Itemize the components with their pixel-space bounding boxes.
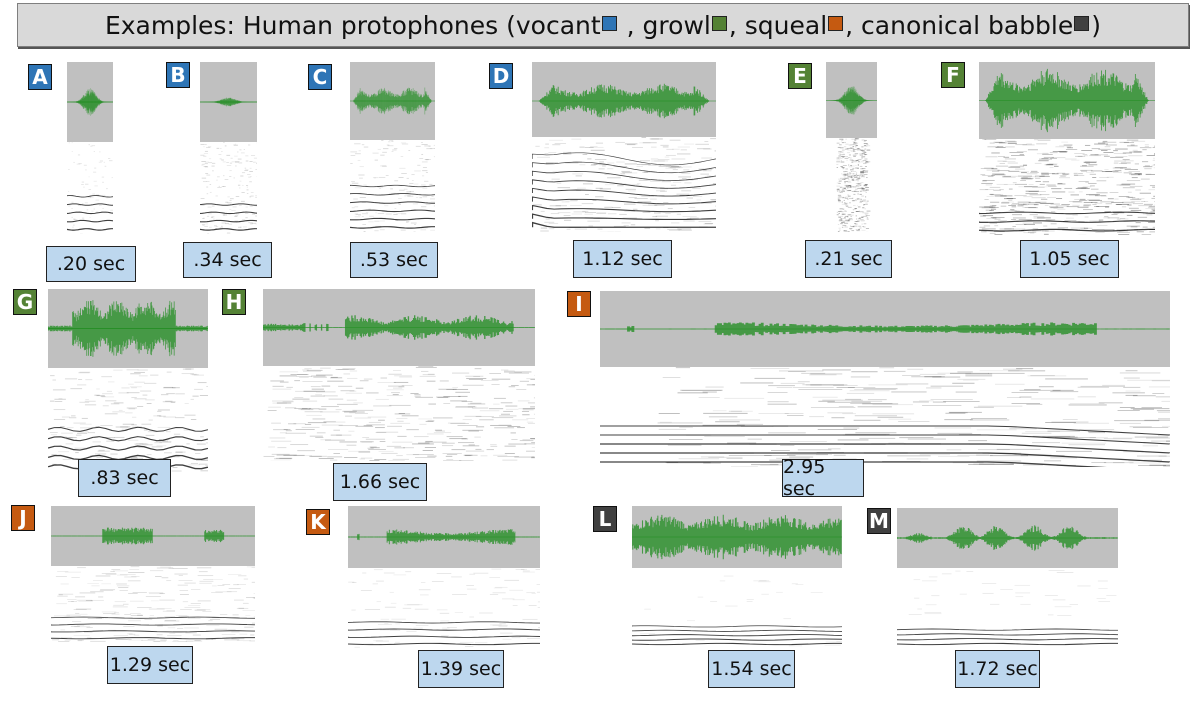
legend-sep: , <box>845 10 862 40</box>
legend-canonical-babble-label: canonical babble <box>861 10 1074 40</box>
spectrogram <box>200 142 257 234</box>
spectrogram <box>826 138 877 232</box>
legend-squeal-swatch <box>828 15 844 31</box>
duration-label: 1.29 sec <box>107 646 193 684</box>
panel-label: I <box>567 291 591 317</box>
waveform <box>979 62 1155 139</box>
spectrogram <box>632 568 842 648</box>
waveform <box>600 291 1170 367</box>
panel-label: E <box>788 63 812 89</box>
panel-label: M <box>867 508 891 534</box>
legend-sep: , <box>728 10 745 40</box>
panel-label: G <box>13 289 37 315</box>
panel-label: D <box>489 63 513 89</box>
spectrogram <box>348 568 540 648</box>
waveform <box>348 506 540 568</box>
legend-growl-swatch <box>711 15 727 31</box>
panel-label: L <box>593 506 617 532</box>
title-prefix: Examples: Human protophones ( <box>104 10 516 40</box>
spectrogram <box>532 137 716 232</box>
panel-label: C <box>308 64 332 90</box>
duration-label: .53 sec <box>350 242 438 278</box>
legend-growl-label: growl <box>642 10 711 40</box>
waveform <box>532 62 716 140</box>
waveform <box>350 62 435 140</box>
legend-squeal-label: squeal <box>744 10 828 40</box>
spectrogram <box>67 142 113 234</box>
spectrogram <box>979 139 1155 235</box>
spectrogram <box>48 368 208 472</box>
waveform <box>51 506 255 566</box>
spectrogram <box>263 366 535 461</box>
duration-label: 1.12 sec <box>573 240 672 278</box>
duration-label: 1.66 sec <box>333 463 427 501</box>
title-suffix: ) <box>1091 10 1102 40</box>
spectrogram <box>600 367 1170 467</box>
duration-label: .34 sec <box>183 242 272 278</box>
legend-vocant-label: vocant <box>515 10 601 40</box>
waveform <box>632 506 842 568</box>
duration-label: 1.05 sec <box>1020 240 1119 278</box>
panel-label: F <box>941 62 965 88</box>
waveform <box>826 62 877 139</box>
duration-label: .20 sec <box>46 246 136 282</box>
duration-label: 1.54 sec <box>708 650 795 688</box>
figure-title: Examples: Human protophones ( vocant , g… <box>17 3 1189 47</box>
legend-sep: , <box>618 10 643 40</box>
waveform <box>200 62 257 142</box>
waveform <box>897 508 1118 568</box>
waveform <box>48 289 208 368</box>
duration-label: .21 sec <box>805 240 892 278</box>
duration-label: .83 sec <box>78 459 171 497</box>
panel-label: B <box>166 62 190 88</box>
legend-vocant-swatch <box>601 15 617 31</box>
legend-canonical-babble-swatch <box>1074 15 1090 31</box>
panel-label: J <box>11 505 35 531</box>
waveform <box>67 62 113 142</box>
duration-label: 1.39 sec <box>418 650 504 688</box>
panel-label: H <box>222 289 246 315</box>
panel-label: K <box>306 509 330 535</box>
spectrogram <box>897 568 1118 648</box>
spectrogram <box>350 140 435 232</box>
duration-label: 1.72 sec <box>955 650 1040 688</box>
panel-label: A <box>28 64 52 90</box>
waveform <box>263 289 535 366</box>
duration-label: 2.95 sec <box>782 456 864 500</box>
spectrogram <box>51 566 255 642</box>
